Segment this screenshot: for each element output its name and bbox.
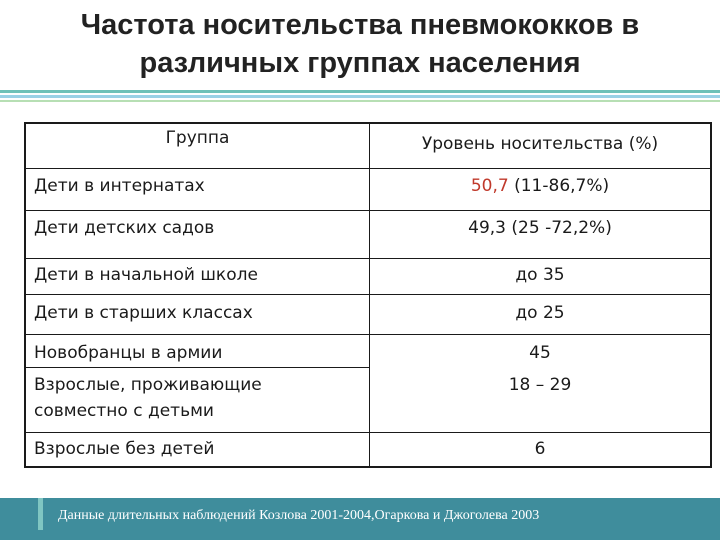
row-1-level-value: 50,7 <box>470 176 509 196</box>
row-divider <box>26 210 710 211</box>
footer-bar: Данные длительных наблюдений Козлова 200… <box>0 498 720 540</box>
row-divider <box>26 258 710 259</box>
row-divider <box>26 432 710 433</box>
column-divider <box>369 124 370 466</box>
row-divider <box>26 367 369 368</box>
decorative-rule-green <box>0 100 720 102</box>
row-4-level: до 25 <box>515 303 565 323</box>
row-7-level: 6 <box>534 439 546 459</box>
decorative-rule-blue <box>0 95 720 98</box>
row-4-group: Дети в старших классах <box>34 303 253 323</box>
row-3-group: Дети в начальной школе <box>34 265 258 285</box>
row-2-level: 49,3 (25 -72,2%) <box>468 218 612 238</box>
row-2-group: Дети детских садов <box>34 218 215 238</box>
row-5-group: Новобранцы в армии <box>34 343 223 363</box>
decorative-rule-teal <box>0 90 720 93</box>
slide-title: Частота носительства пневмококков в разл… <box>0 6 720 82</box>
header-group: Группа <box>165 128 230 148</box>
carriage-table: Группа Уровень носительства (%) Дети в и… <box>24 122 712 468</box>
row-5-level: 45 <box>529 343 551 363</box>
title-line-1: Частота носительства пневмококков в <box>80 9 640 41</box>
row-divider <box>26 334 710 335</box>
title-line-2: различных группах населения <box>139 47 581 79</box>
row-divider <box>26 168 710 169</box>
header-level: Уровень носительства (%) <box>421 134 659 154</box>
row-3-level: до 35 <box>515 265 565 285</box>
footer-source: Данные длительных наблюдений Козлова 200… <box>58 508 540 523</box>
row-divider <box>26 294 710 295</box>
row-7-group: Взрослые без детей <box>34 439 215 459</box>
row-6-group: Взрослые, проживающие совместно с детьми <box>34 375 262 421</box>
row-1-level: 50,7 (11-86,7%) <box>470 176 610 196</box>
row-1-group: Дети в интернатах <box>34 176 205 196</box>
row-6-level: 18 – 29 <box>508 375 572 395</box>
footer-accent-stripe <box>38 498 43 530</box>
